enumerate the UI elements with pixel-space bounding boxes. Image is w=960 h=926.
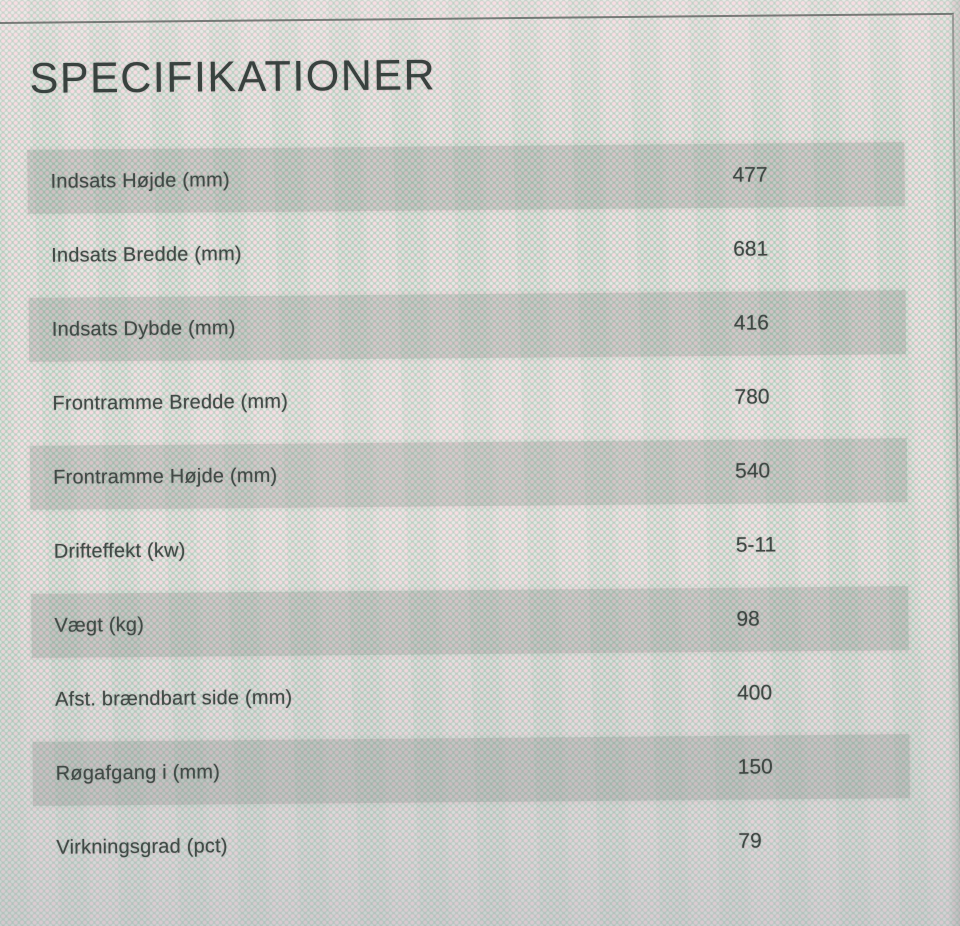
table-row: Vægt (kg) 98	[31, 586, 909, 658]
table-row: Indsats Højde (mm) 477	[27, 142, 905, 214]
spec-label: Indsats Højde (mm)	[50, 168, 230, 193]
table-row: Røgafgang i (mm) 150	[32, 734, 910, 806]
spec-value: 540	[735, 459, 771, 483]
table-row: Drifteffekt (kw) 5-11	[31, 512, 909, 584]
spec-table: Indsats Højde (mm) 477 Indsats Bredde (m…	[27, 142, 910, 890]
table-row: Indsats Bredde (mm) 681	[28, 216, 906, 288]
spec-value: 98	[736, 607, 760, 631]
spec-value: 5-11	[735, 533, 777, 557]
spec-label: Drifteffekt (kw)	[53, 539, 186, 563]
spec-label: Røgafgang i (mm)	[55, 760, 221, 785]
spec-label: Afst. brændbart side (mm)	[54, 686, 293, 711]
table-row: Frontramme Højde (mm) 540	[29, 438, 908, 510]
spec-label: Frontramme Højde (mm)	[53, 464, 278, 489]
spec-label: Frontramme Bredde (mm)	[52, 390, 289, 415]
table-row: Afst. brændbart side (mm) 400	[32, 660, 910, 732]
spec-label: Indsats Dybde (mm)	[51, 316, 236, 341]
spec-value: 477	[732, 163, 768, 187]
spec-label: Indsats Bredde (mm)	[51, 242, 242, 267]
spec-value: 79	[738, 829, 762, 853]
spec-value: 780	[734, 385, 770, 409]
spec-label: Vægt (kg)	[54, 613, 145, 637]
spec-label: Virkningsgrad (pct)	[56, 834, 228, 859]
spec-value: 416	[733, 311, 769, 335]
table-row: Indsats Dybde (mm) 416	[28, 290, 907, 362]
table-row: Virkningsgrad (pct) 79	[33, 808, 911, 880]
spec-value: 400	[736, 681, 773, 705]
spec-value: 681	[733, 237, 769, 261]
page-title: SPECIFIKATIONER	[29, 51, 437, 103]
spec-value: 150	[737, 755, 773, 779]
table-row: Frontramme Bredde (mm) 780	[29, 364, 907, 436]
